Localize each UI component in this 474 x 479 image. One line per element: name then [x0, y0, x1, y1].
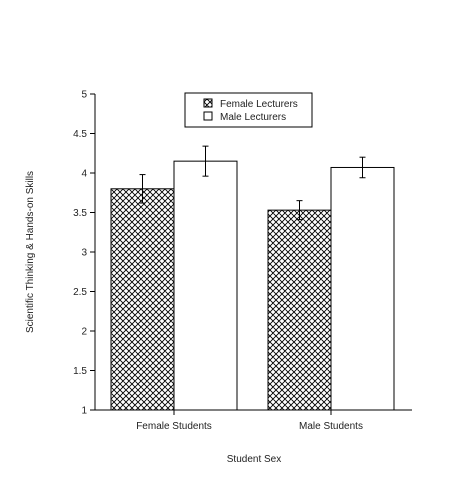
bar-female-lecturers-male-students	[267, 209, 332, 411]
y-axis-label: Scientific Thinking & Hands-on Skills	[25, 171, 36, 333]
y-tick-label: 5	[81, 90, 87, 101]
legend-swatch-male-lecturers	[203, 111, 213, 121]
y-tick-label: 2	[81, 327, 87, 338]
legend-swatch-female-lecturers	[203, 98, 213, 108]
y-tick-label: 1.5	[73, 366, 87, 377]
y-tick-label: 2.5	[73, 287, 87, 298]
y-tick-label: 4.5	[73, 129, 87, 140]
legend-label-female-lecturers: Female Lecturers	[220, 99, 298, 110]
bar-male-lecturers-male-students	[330, 166, 395, 411]
x-axis-label: Student Sex	[227, 454, 281, 465]
y-tick-label: 3.5	[73, 208, 87, 219]
bar-female-lecturers-female-students	[110, 188, 175, 411]
legend-label-male-lecturers: Male Lecturers	[220, 112, 286, 123]
y-tick-label: 1	[81, 406, 87, 417]
y-tick-label: 3	[81, 248, 87, 259]
legend: Female Lecturers Male Lecturers	[184, 92, 313, 128]
x-tick-label: Male Students	[299, 421, 363, 432]
y-tick-label: 4	[81, 169, 87, 180]
x-tick-label: Female Students	[136, 421, 212, 432]
bar-male-lecturers-female-students	[173, 160, 238, 411]
